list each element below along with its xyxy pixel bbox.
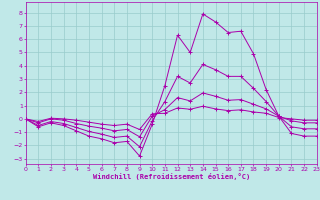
X-axis label: Windchill (Refroidissement éolien,°C): Windchill (Refroidissement éolien,°C) [92,173,250,180]
